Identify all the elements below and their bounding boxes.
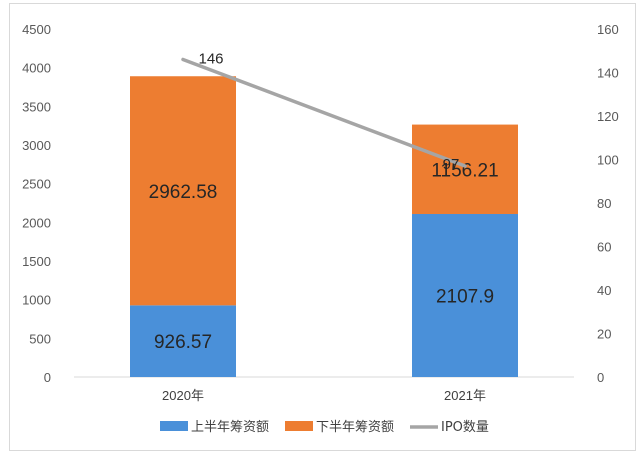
legend-label: 上半年筹资额 <box>191 419 269 435</box>
line-data-label: 97 <box>443 156 460 173</box>
legend-swatch <box>160 421 188 431</box>
y-tick-label: 500 <box>29 331 51 346</box>
y-tick-label: 1000 <box>22 293 51 308</box>
legend-label: IPO数量 <box>441 420 489 435</box>
y2-tick-label: 100 <box>597 153 619 168</box>
legend-label: 下半年筹资额 <box>316 419 394 435</box>
y2-tick-label: 40 <box>597 283 611 298</box>
y2-tick-label: 0 <box>597 370 604 385</box>
bar-data-label: 2962.58 <box>149 182 218 203</box>
bar-second-half <box>130 76 236 306</box>
x-category-label: 2020年 <box>162 388 204 403</box>
bar-second-half <box>412 124 518 214</box>
ipo-count-line <box>181 57 467 168</box>
x-category-label: 2021年 <box>444 388 486 403</box>
y-tick-label: 2500 <box>22 177 51 192</box>
bar-first-half <box>130 305 236 377</box>
chart-frame <box>9 3 636 451</box>
bar-first-half <box>412 213 518 377</box>
y-tick-label: 3500 <box>22 99 51 114</box>
legend-swatch <box>285 421 313 431</box>
y-tick-label: 4500 <box>22 22 51 37</box>
y-tick-label: 1500 <box>22 254 51 269</box>
bar-data-label: 1156.21 <box>431 160 498 181</box>
y2-tick-label: 120 <box>597 109 619 124</box>
y-tick-label: 2000 <box>22 215 51 230</box>
y2-tick-label: 140 <box>597 66 619 81</box>
y2-tick-label: 160 <box>597 22 619 37</box>
y-tick-label: 3000 <box>22 138 51 153</box>
y2-tick-label: 20 <box>597 327 611 342</box>
y-tick-label: 0 <box>44 370 51 385</box>
y2-tick-label: 60 <box>597 240 611 255</box>
bar-data-label: 926.57 <box>154 332 212 353</box>
y-tick-label: 4000 <box>22 61 51 76</box>
line-data-label: 146 <box>198 50 223 67</box>
bar-data-label: 2107.9 <box>436 286 494 307</box>
y2-tick-label: 80 <box>597 196 611 211</box>
